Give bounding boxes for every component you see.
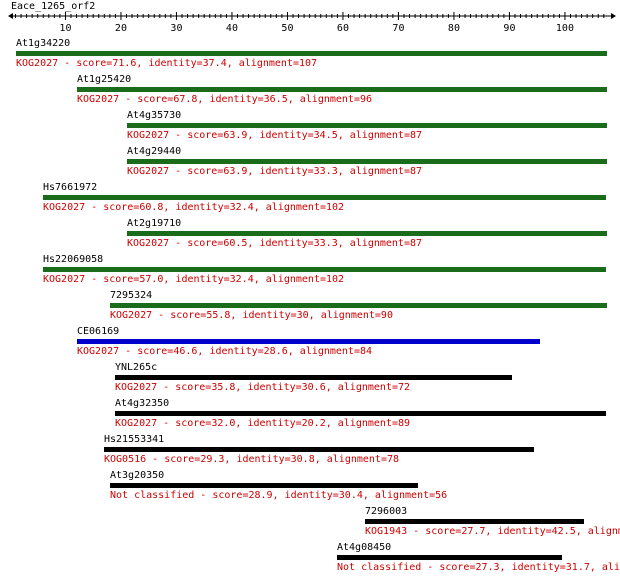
ruler-tick-label: 90 [503, 23, 515, 34]
hit-name[interactable]: 7295324 [110, 290, 153, 301]
hit-name[interactable]: 7296003 [365, 506, 408, 517]
hit-annotation: KOG0516 - score=29.3, identity=30.8, ali… [104, 454, 400, 465]
alignment-bar[interactable] [337, 555, 562, 560]
alignment-bar[interactable] [127, 231, 607, 236]
ruler-right-arrow [611, 13, 616, 19]
alignment-bar[interactable] [104, 447, 534, 452]
hit-name[interactable]: At2g19710 [127, 218, 182, 229]
ruler-tick-label: 70 [392, 23, 404, 34]
hit-annotation: KOG2027 - score=57.0, identity=32.4, ali… [43, 274, 345, 285]
hit-annotation: Not classified - score=28.9, identity=30… [110, 490, 448, 501]
hit-name[interactable]: At4g08450 [337, 542, 392, 553]
alignment-bar[interactable] [365, 519, 584, 524]
ruler-left-arrow [8, 13, 13, 19]
hit-name[interactable]: Hs7661972 [43, 182, 98, 193]
hit-annotation: KOG2027 - score=55.8, identity=30, align… [110, 310, 393, 321]
hit-annotation: KOG2027 - score=63.9, identity=33.3, ali… [127, 166, 423, 177]
ruler-tick-label: 60 [337, 23, 349, 34]
hit-name[interactable]: At4g32350 [115, 398, 170, 409]
hit-name[interactable]: CE06169 [77, 326, 120, 337]
hit-annotation: KOG2027 - score=60.5, identity=33.3, ali… [127, 238, 423, 249]
hit-annotation: KOG2027 - score=35.8, identity=30.6, ali… [115, 382, 411, 393]
hit-annotation: KOG2027 - score=46.6, identity=28.6, ali… [77, 346, 373, 357]
hit-name[interactable]: At1g25420 [77, 74, 132, 85]
hit-annotation: KOG2027 - score=32.0, identity=20.2, ali… [115, 418, 411, 429]
alignment-bar[interactable] [77, 339, 540, 344]
hit-name[interactable]: Hs22069058 [43, 254, 104, 265]
ruler-tick-label: 50 [281, 23, 293, 34]
ruler-tick-label: 80 [448, 23, 460, 34]
alignment-bar[interactable] [115, 411, 606, 416]
alignment-bar[interactable] [115, 375, 512, 380]
hit-name[interactable]: At1g34220 [16, 38, 71, 49]
hit-annotation: KOG1943 - score=27.7, identity=42.5, ali… [365, 526, 620, 537]
ruler-tick-label: 100 [556, 23, 574, 34]
position-ruler: 10 20 30 40 50 60 70 80 90 100 [8, 12, 616, 34]
alignment-bar[interactable] [127, 159, 607, 164]
hit-name[interactable]: Hs21553341 [104, 434, 165, 445]
alignment-bar[interactable] [127, 123, 607, 128]
alignment-bar[interactable] [16, 51, 607, 56]
alignment-bar[interactable] [110, 303, 607, 308]
alignment-bar[interactable] [43, 195, 606, 200]
hit-name[interactable]: At4g35730 [127, 110, 182, 121]
alignment-bar[interactable] [110, 483, 418, 488]
alignment-bar[interactable] [43, 267, 606, 272]
ruler-tick-label: 10 [59, 23, 71, 34]
hit-name[interactable]: At3g20350 [110, 470, 165, 481]
hit-annotation: Not classified - score=27.3, identity=31… [337, 562, 620, 573]
ruler-tick-label: 40 [226, 23, 238, 34]
hit-annotation: KOG2027 - score=71.6, identity=37.4, ali… [16, 58, 318, 69]
query-name: Eace_1265_orf2 [11, 1, 96, 12]
ruler-tick-label: 30 [170, 23, 182, 34]
hit-name[interactable]: At4g29440 [127, 146, 182, 157]
ruler-tick-label: 20 [115, 23, 127, 34]
hit-annotation: KOG2027 - score=63.9, identity=34.5, ali… [127, 130, 423, 141]
hit-annotation: KOG2027 - score=60.8, identity=32.4, ali… [43, 202, 345, 213]
hit-name[interactable]: YNL265c [115, 362, 158, 373]
hit-annotation: KOG2027 - score=67.8, identity=36.5, ali… [77, 94, 373, 105]
alignment-bar[interactable] [77, 87, 607, 92]
